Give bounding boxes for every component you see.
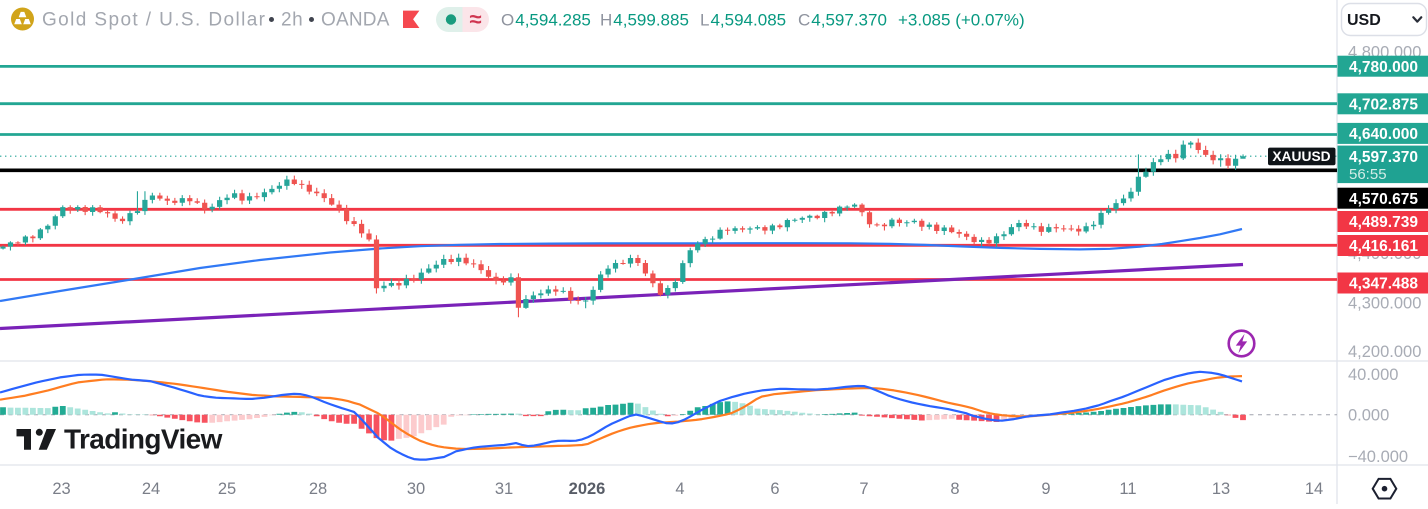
svg-text:56:55: 56:55 bbox=[1349, 166, 1387, 183]
svg-text:4,200.000: 4,200.000 bbox=[1348, 343, 1421, 361]
svg-text:4,416.161: 4,416.161 bbox=[1349, 238, 1418, 255]
svg-text:11: 11 bbox=[1119, 480, 1136, 498]
svg-text:13: 13 bbox=[1212, 480, 1230, 498]
svg-text:25: 25 bbox=[218, 480, 236, 498]
svg-text:0.000: 0.000 bbox=[1348, 407, 1389, 425]
svg-text:C4,597.370: C4,597.370 bbox=[798, 11, 887, 30]
svg-text:4,300.000: 4,300.000 bbox=[1348, 295, 1421, 313]
svg-text:XAUUSD: XAUUSD bbox=[1272, 149, 1330, 164]
svg-text:4,347.488: 4,347.488 bbox=[1349, 276, 1418, 293]
svg-text:2026: 2026 bbox=[569, 480, 606, 498]
svg-text:−40.000: −40.000 bbox=[1348, 448, 1408, 466]
svg-text:4,597.370: 4,597.370 bbox=[1349, 149, 1418, 166]
svg-text:6: 6 bbox=[770, 480, 779, 498]
svg-text:30: 30 bbox=[407, 480, 425, 498]
svg-text:USD: USD bbox=[1347, 12, 1381, 29]
svg-text:9: 9 bbox=[1041, 480, 1050, 498]
svg-text:OANDA: OANDA bbox=[321, 9, 390, 30]
svg-text:4,780.000: 4,780.000 bbox=[1349, 59, 1418, 76]
svg-text:40.000: 40.000 bbox=[1348, 366, 1398, 384]
svg-text:Gold Spot / U.S. Dollar: Gold Spot / U.S. Dollar bbox=[42, 9, 266, 30]
svg-text:O4,594.285: O4,594.285 bbox=[501, 11, 591, 30]
svg-text:4: 4 bbox=[675, 480, 684, 498]
svg-text:23: 23 bbox=[52, 480, 70, 498]
svg-text:L4,594.085: L4,594.085 bbox=[700, 11, 786, 30]
svg-text:2h: 2h bbox=[281, 9, 303, 30]
svg-text:7: 7 bbox=[859, 480, 868, 498]
svg-text:28: 28 bbox=[309, 480, 327, 498]
svg-text:4,489.739: 4,489.739 bbox=[1349, 214, 1418, 231]
svg-text:TradingView: TradingView bbox=[64, 424, 223, 455]
svg-text:4,702.875: 4,702.875 bbox=[1349, 96, 1418, 113]
svg-text:8: 8 bbox=[950, 480, 959, 498]
svg-text:4,570.675: 4,570.675 bbox=[1349, 191, 1418, 208]
svg-text:+3.085 (+0.07%): +3.085 (+0.07%) bbox=[898, 11, 1025, 30]
svg-text:≈: ≈ bbox=[469, 6, 481, 31]
svg-text:31: 31 bbox=[495, 480, 513, 498]
svg-text:H4,599.885: H4,599.885 bbox=[600, 11, 689, 30]
svg-text:24: 24 bbox=[142, 480, 160, 498]
svg-text:4,640.000: 4,640.000 bbox=[1349, 126, 1418, 143]
svg-text:14: 14 bbox=[1305, 480, 1323, 498]
